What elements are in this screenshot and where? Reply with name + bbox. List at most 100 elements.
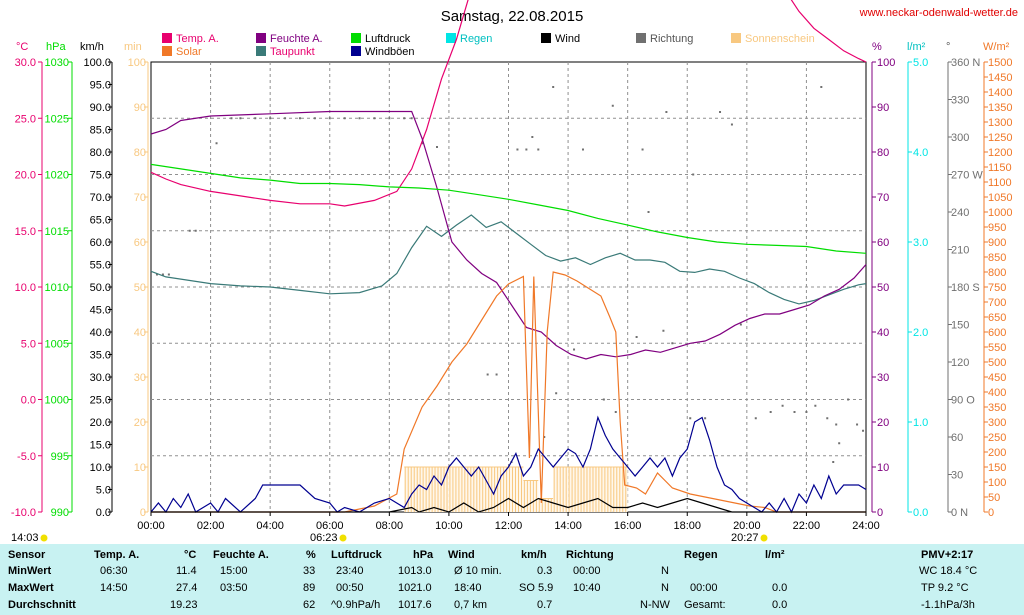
- unit-deg: °: [946, 41, 950, 53]
- legend-label-temp: Temp. A.: [176, 33, 219, 45]
- direction-point: [739, 323, 742, 326]
- legend-swatch-solar: [162, 46, 172, 56]
- stats-avg-wind-val: 0.7: [537, 599, 553, 611]
- stats-header-temp: Temp. A.: [94, 549, 140, 561]
- stats-min-label: MinWert: [8, 565, 52, 577]
- temp-axis-tick-label: 25.0: [15, 113, 36, 125]
- sunshine-axis-tick-label: 40: [134, 327, 146, 339]
- stats-header-temp-unit: °C: [184, 549, 197, 561]
- sunshine-axis-tick-label: 0: [140, 507, 146, 519]
- stats-max-regen-val: 0.0: [772, 582, 788, 594]
- legend-label-luftdruck: Luftdruck: [365, 33, 411, 45]
- wind-axis-tick-label: 60.0: [90, 237, 111, 249]
- direction-point: [313, 117, 316, 120]
- direction-point: [689, 417, 692, 420]
- direction-point: [167, 273, 170, 276]
- humidity-axis-tick-label: 90: [877, 102, 889, 114]
- direction-axis-tick-label: 150: [951, 320, 969, 332]
- series-line-feuchte-a: [150, 110, 867, 360]
- sunrise-marker-icon: [339, 534, 347, 542]
- direction-point: [358, 117, 361, 120]
- stats-header-regen: Regen: [684, 549, 718, 561]
- direction-point: [403, 117, 406, 120]
- sunshine-axis-tick-label: 100: [128, 57, 146, 69]
- pressure-axis-tick-label: 1025: [45, 113, 69, 125]
- solar-axis-tick-label: 700: [988, 297, 1006, 309]
- humidity-axis-tick-label: 50: [877, 282, 889, 294]
- direction-point: [692, 173, 695, 176]
- sunshine-axis-tick-label: 50: [134, 282, 146, 294]
- legend-swatch-sonnenschein: [731, 33, 741, 43]
- stats-header-luftdruck-unit: hPa: [413, 549, 434, 561]
- direction-point: [671, 342, 674, 345]
- direction-point: [373, 117, 376, 120]
- pressure-axis-tick-label: 1030: [45, 57, 69, 69]
- direction-point: [862, 429, 865, 432]
- direction-point: [573, 348, 576, 351]
- direction-point: [647, 211, 650, 213]
- legend-swatch-richtung: [636, 33, 646, 43]
- direction-point: [847, 398, 850, 401]
- legend-swatch-luftdruck: [351, 33, 361, 43]
- direction-point: [641, 148, 644, 151]
- direction-axis-tick-label: 300: [951, 132, 969, 144]
- direction-point: [161, 273, 164, 276]
- solar-axis-tick-label: 800: [988, 267, 1006, 279]
- pressure-axis-tick-label: 995: [51, 451, 69, 463]
- direction-point: [856, 423, 859, 426]
- temp-axis-tick-label: 20.0: [15, 170, 36, 182]
- solar-axis-tick-label: 100: [988, 477, 1006, 489]
- temp-axis-tick-label: -5.0: [17, 451, 36, 463]
- sunshine-axis-tick-label: 90: [134, 102, 146, 114]
- direction-point: [155, 273, 158, 276]
- solar-axis-tick-label: 200: [988, 447, 1006, 459]
- website-link[interactable]: www.neckar-odenwald-wetter.de: [859, 7, 1018, 19]
- series-line-solar: [151, 271, 866, 513]
- direction-axis-tick-label: 30: [951, 470, 963, 482]
- direction-point: [730, 123, 733, 126]
- sun-markers: 14:03 06:23 20:27: [11, 532, 768, 544]
- sunshine-axis-tick-label: 20: [134, 417, 146, 429]
- solar-axis-tick-label: 850: [988, 252, 1006, 264]
- wind-axis-tick-label: 35.0: [90, 350, 111, 362]
- direction-point: [543, 436, 546, 438]
- direction-point: [486, 373, 489, 376]
- stats-header-feuchte: Feuchte A.: [213, 549, 269, 561]
- wind-axis-tick-label: 95.0: [90, 80, 111, 92]
- rain-axis-tick-label: 4.0: [913, 147, 928, 159]
- moon-time: 14:03: [11, 532, 39, 544]
- direction-point: [662, 329, 665, 332]
- x-tick-label: 22:00: [793, 520, 821, 532]
- direction-point: [531, 136, 534, 138]
- stats-max-label: MaxWert: [8, 582, 54, 594]
- stats-max-feuchte-val: 89: [303, 582, 316, 594]
- series-line-wind: [151, 497, 866, 513]
- humidity-axis-tick-label: 20: [877, 417, 889, 429]
- direction-point: [826, 417, 829, 420]
- wind-axis-tick-label: 10.0: [90, 462, 111, 474]
- x-tick-label: 20:00: [733, 520, 761, 532]
- humidity-axis-tick-label: 10: [877, 462, 889, 474]
- sunshine-axis-tick-label: 80: [134, 147, 146, 159]
- direction-point: [552, 86, 555, 88]
- direction-point: [421, 142, 424, 145]
- direction-point: [719, 111, 722, 113]
- direction-point: [635, 336, 638, 338]
- legend-label-regen: Regen: [460, 33, 492, 45]
- direction-point: [769, 411, 772, 413]
- legend-swatch-windboeen: [351, 46, 361, 56]
- stats-avg-luftdruck-trend: ^0.9hPa/h: [331, 599, 381, 611]
- direction-axis-tick-label: 180 S: [951, 282, 980, 294]
- sunset-time: 20:27: [731, 532, 759, 544]
- series-line-luftdruck: [150, 163, 867, 254]
- solar-axis-tick-label: 300: [988, 417, 1006, 429]
- unit-hpa: hPa: [46, 41, 66, 53]
- solar-axis-tick-label: 550: [988, 342, 1006, 354]
- direction-axis-tick-label: 240: [951, 207, 969, 219]
- solar-axis-tick-label: 500: [988, 357, 1006, 369]
- stats-header-sensor: Sensor: [8, 549, 46, 561]
- stats-max-luftdruck-val: 1021.0: [398, 582, 432, 594]
- direction-point: [188, 229, 191, 232]
- humidity-axis-tick-label: 30: [877, 372, 889, 384]
- stats-min-feuchte-val: 33: [303, 565, 316, 577]
